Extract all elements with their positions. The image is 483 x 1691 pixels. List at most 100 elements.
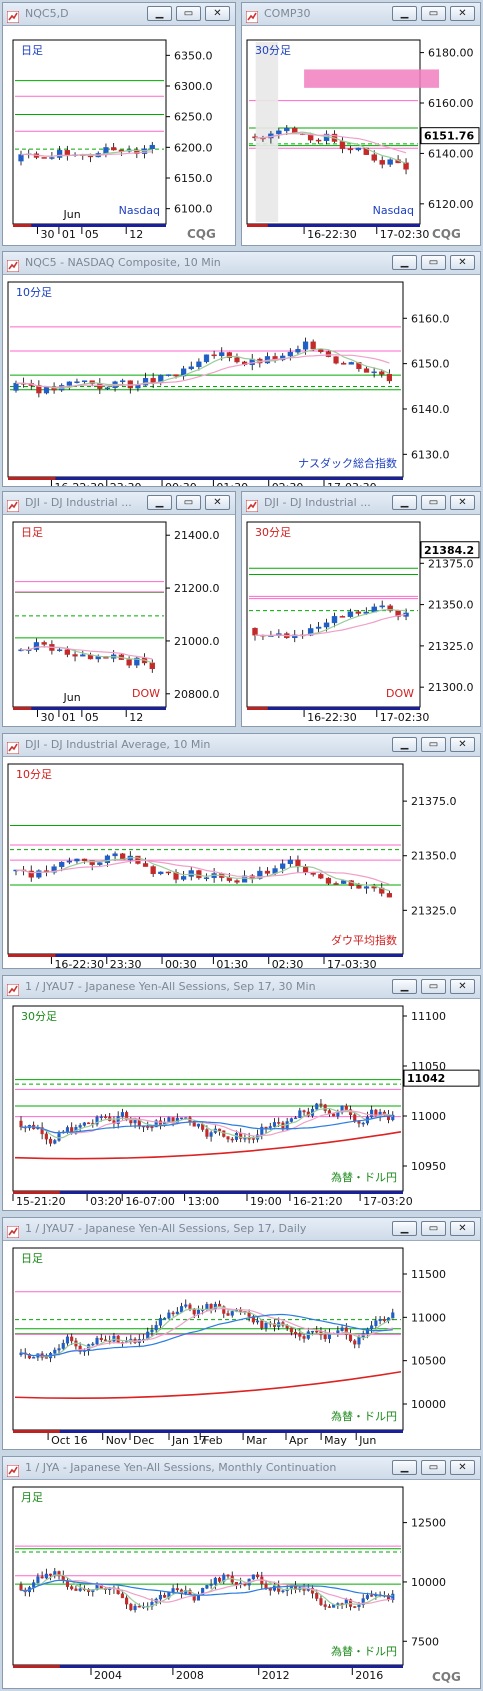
minimize-button[interactable]: ▁ bbox=[392, 979, 417, 994]
timeframe-label: 月足 bbox=[21, 1491, 43, 1504]
title-bar[interactable]: DJI - DJ Industrial Average, 10 Min ▁ ▭ ✕ bbox=[3, 734, 480, 757]
close-button[interactable]: ✕ bbox=[450, 1460, 475, 1475]
candle-body bbox=[165, 871, 172, 874]
candle-body bbox=[43, 387, 50, 394]
title-bar[interactable]: 1 / JYAU7 - Japanese Yen-All Sessions, S… bbox=[3, 1218, 480, 1241]
chart-window-6[interactable]: DJI - DJ Industrial Average, 10 Min ▁ ▭ ✕ 21… bbox=[2, 733, 481, 969]
candle-body bbox=[256, 1574, 260, 1578]
restore-button[interactable]: ▭ bbox=[421, 255, 446, 270]
restore-icon: ▭ bbox=[428, 8, 439, 19]
candle-body bbox=[211, 354, 217, 357]
x-axis-strip bbox=[13, 707, 166, 710]
moving-average-mid bbox=[20, 1109, 393, 1137]
y-tick-label: 21375.0 bbox=[411, 795, 457, 808]
candle-body bbox=[97, 862, 103, 865]
y-tick-label: 11100 bbox=[411, 1010, 446, 1023]
candle-body bbox=[347, 611, 354, 617]
candle-body bbox=[234, 1581, 239, 1585]
cqg-logo-icon bbox=[245, 497, 259, 513]
y-tick-label: 21350.0 bbox=[428, 599, 474, 612]
close-icon: ✕ bbox=[458, 739, 467, 750]
restore-button[interactable]: ▭ bbox=[176, 495, 201, 510]
candle-body bbox=[319, 1598, 323, 1605]
candle-body bbox=[365, 1328, 369, 1334]
timeframe-label: 日足 bbox=[21, 44, 43, 57]
x-tick-label: 2008 bbox=[176, 1669, 204, 1682]
close-button[interactable]: ✕ bbox=[450, 1221, 475, 1236]
candle-body bbox=[280, 863, 286, 869]
candle-body bbox=[325, 877, 332, 884]
candle-body bbox=[386, 374, 392, 382]
candle-body bbox=[188, 870, 194, 877]
candle-body bbox=[18, 154, 24, 162]
chart-svg: 11500 11000 10500 10000 Oct 16 Nov Dec Jan 17Fe… bbox=[12, 1247, 446, 1447]
candle-body bbox=[154, 1120, 158, 1128]
symbol-label: ナスダック総合指数 bbox=[298, 456, 397, 470]
close-button[interactable]: ✕ bbox=[450, 6, 475, 21]
chart-window-3[interactable]: NQC5 - NASDAQ Composite, 10 Min ▁ ▭ ✕ 6160.0… bbox=[2, 251, 481, 487]
window-title: DJI - DJ Industrial ... bbox=[264, 496, 371, 509]
candle-body bbox=[333, 356, 339, 364]
minimize-button[interactable]: ▁ bbox=[392, 1221, 417, 1236]
chart-window-5[interactable]: DJI - DJ Industrial ... ▁ ▭ ✕ 21375.0 21350.0… bbox=[241, 491, 481, 727]
chart-window-9[interactable]: 1 / JYA - Japanese Yen-All Sessions, Mon… bbox=[2, 1456, 481, 1689]
x-tick-label: 17-03:30 bbox=[327, 481, 377, 486]
chart-window-4[interactable]: DJI - DJ Industrial ... ▁ ▭ ✕ 21400.0 21200.0… bbox=[2, 491, 236, 727]
y-tick-label: 6200.0 bbox=[174, 141, 213, 154]
restore-button[interactable]: ▭ bbox=[421, 979, 446, 994]
restore-icon: ▭ bbox=[428, 257, 439, 268]
candle-body bbox=[95, 1337, 99, 1345]
minimize-button[interactable]: ▁ bbox=[147, 6, 172, 21]
restore-button[interactable]: ▭ bbox=[421, 737, 446, 752]
candle-body bbox=[188, 1304, 192, 1310]
minimize-button[interactable]: ▁ bbox=[392, 1460, 417, 1475]
title-bar[interactable]: NQC5,D ▁ ▭ ✕ bbox=[3, 3, 235, 26]
title-bar[interactable]: COMP30 ▁ ▭ ✕ bbox=[242, 3, 480, 26]
restore-button[interactable]: ▭ bbox=[176, 6, 201, 21]
x-axis-strip bbox=[13, 224, 166, 227]
restore-button[interactable]: ▭ bbox=[421, 1460, 446, 1475]
x-axis-strip bbox=[247, 224, 420, 227]
chart-window-8[interactable]: 1 / JYAU7 - Japanese Yen-All Sessions, S… bbox=[2, 1217, 481, 1450]
candle-body bbox=[323, 1604, 327, 1607]
close-button[interactable]: ✕ bbox=[450, 979, 475, 994]
title-bar[interactable]: DJI - DJ Industrial ... ▁ ▭ ✕ bbox=[242, 492, 480, 515]
minimize-button[interactable]: ▁ bbox=[392, 737, 417, 752]
close-button[interactable]: ✕ bbox=[205, 6, 230, 21]
y-tick-label: 10000 bbox=[411, 1576, 446, 1589]
candle-body bbox=[104, 387, 111, 390]
candle-body bbox=[116, 1588, 120, 1595]
y-tick-label: 21200.0 bbox=[174, 582, 220, 595]
restore-button[interactable]: ▭ bbox=[421, 495, 446, 510]
title-bar[interactable]: 1 / JYAU7 - Japanese Yen-All Sessions, S… bbox=[3, 976, 480, 999]
close-button[interactable]: ✕ bbox=[450, 737, 475, 752]
candle-body bbox=[344, 1105, 348, 1110]
y-tick-label: 21350.0 bbox=[411, 850, 457, 863]
minimize-button[interactable]: ▁ bbox=[392, 6, 417, 21]
candle-body bbox=[49, 157, 55, 159]
chart-window-7[interactable]: 1 / JYAU7 - Japanese Yen-All Sessions, S… bbox=[2, 975, 481, 1211]
minimize-button[interactable]: ▁ bbox=[147, 495, 172, 510]
minimize-button[interactable]: ▁ bbox=[392, 255, 417, 270]
close-button[interactable]: ✕ bbox=[450, 495, 475, 510]
restore-button[interactable]: ▭ bbox=[421, 6, 446, 21]
candle-body bbox=[363, 368, 370, 373]
chart-window-2[interactable]: COMP30 ▁ ▭ ✕ 6180.00 6160.00 6140.00 6120.00 16-… bbox=[241, 2, 481, 246]
x-tick-label: 23:30 bbox=[110, 958, 142, 968]
candle-body bbox=[125, 1112, 129, 1120]
title-bar[interactable]: DJI - DJ Industrial ... ▁ ▭ ✕ bbox=[3, 492, 235, 515]
candle-body bbox=[302, 1110, 306, 1113]
restore-button[interactable]: ▭ bbox=[421, 1221, 446, 1236]
candle-body bbox=[310, 341, 316, 350]
candle-body bbox=[171, 1588, 175, 1593]
minimize-button[interactable]: ▁ bbox=[392, 495, 417, 510]
close-button[interactable]: ✕ bbox=[205, 495, 230, 510]
candle-body bbox=[19, 1120, 23, 1128]
chart-window-1[interactable]: NQC5,D ▁ ▭ ✕ 6350.0 6300.0 6250.0 6200.0 6150.0 6… bbox=[2, 2, 236, 246]
candle-body bbox=[332, 1113, 336, 1117]
candle-body bbox=[111, 147, 117, 151]
close-button[interactable]: ✕ bbox=[450, 255, 475, 270]
title-bar[interactable]: NQC5 - NASDAQ Composite, 10 Min ▁ ▭ ✕ bbox=[3, 252, 480, 275]
minimize-icon: ▁ bbox=[400, 8, 409, 19]
title-bar[interactable]: 1 / JYA - Japanese Yen-All Sessions, Mon… bbox=[3, 1457, 480, 1480]
